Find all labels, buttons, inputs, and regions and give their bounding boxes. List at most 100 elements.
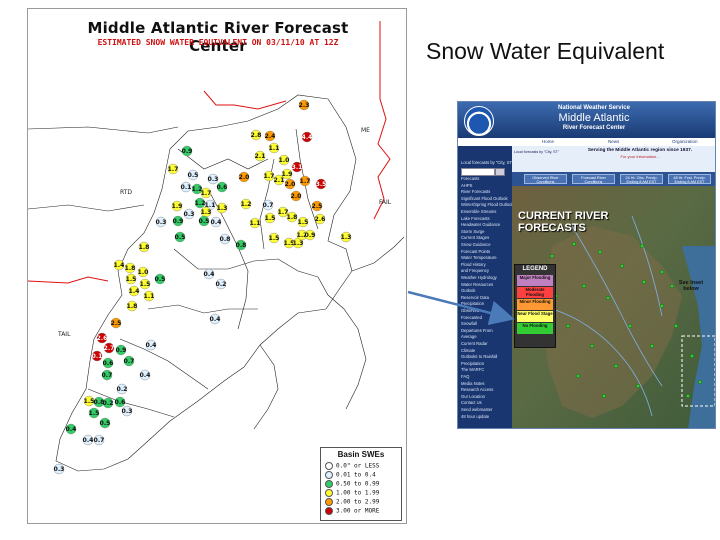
swe-station: 1.1 xyxy=(269,142,279,154)
swe-station-marker xyxy=(264,212,276,224)
basin-divide xyxy=(177,148,269,170)
swe-station-marker xyxy=(264,130,276,142)
forecast-point[interactable] xyxy=(572,242,577,247)
sidebar-item[interactable]: Snowfall xyxy=(461,321,477,327)
sidebar-item[interactable]: and Frequency xyxy=(461,268,489,274)
sidebar-item[interactable]: Departures From xyxy=(461,327,493,333)
legend-swatch xyxy=(325,507,333,515)
swe-station: 0.6 xyxy=(217,181,227,193)
sidebar-item[interactable]: Our Location xyxy=(461,393,485,399)
swe-station-value: 0.4 xyxy=(83,437,94,444)
forecast-point[interactable] xyxy=(566,323,571,328)
swe-station-value: 0.9 xyxy=(173,218,184,225)
nav-home[interactable]: Home xyxy=(542,139,555,144)
sidebar-item[interactable]: Lake Forecasts xyxy=(461,215,490,221)
swe-station-marker xyxy=(219,233,231,245)
sidebar-item[interactable]: Send webmaster xyxy=(461,407,493,412)
legend-label: 3.00 or MORE xyxy=(336,507,380,515)
swe-station-marker xyxy=(88,407,100,419)
forecast-point[interactable] xyxy=(673,323,678,328)
forecast-point[interactable] xyxy=(627,323,632,328)
swe-station-marker xyxy=(301,131,313,143)
sidebar-item[interactable]: Precipitation xyxy=(461,301,485,307)
sidebar-item[interactable]: Forecasts xyxy=(461,176,480,181)
sidebar-item[interactable]: Ensemble Streams xyxy=(461,209,497,214)
sidebar-item[interactable]: Flood History xyxy=(461,261,486,267)
sidebar-item[interactable]: Snow Guidance xyxy=(461,242,491,247)
forecast-point[interactable] xyxy=(601,393,606,398)
sidebar-item[interactable]: Average xyxy=(461,334,477,340)
river-forecast-map[interactable] xyxy=(512,186,715,428)
sidebar-item[interactable]: Local forecasts by "City, ST" xyxy=(461,160,514,165)
forecast-point[interactable] xyxy=(659,303,664,308)
sidebar-item[interactable]: Storm Surge xyxy=(461,228,485,234)
forecast-point[interactable] xyxy=(639,244,644,249)
sidebar-item[interactable]: Water Temperature xyxy=(461,255,497,261)
swe-station-marker xyxy=(281,168,293,180)
sidebar-item[interactable]: Water Resources xyxy=(461,281,494,287)
state-boundary-red xyxy=(203,90,287,110)
swe-station-value: 0.3 xyxy=(54,466,65,473)
forecast-point[interactable] xyxy=(619,263,624,268)
tab-forecast-river[interactable]: Forecast River Conditions xyxy=(572,174,615,184)
sidebar-item[interactable]: Forecast Points xyxy=(461,248,491,254)
flood-legend-no-flooding: No Flooding xyxy=(517,323,553,334)
tab-24hr-precip[interactable]: 24 Hr. Obs. Precip. Ending 8 AM EST xyxy=(620,174,663,184)
nav-news[interactable]: News xyxy=(608,139,620,144)
tab-observed-river[interactable]: Observed River Conditions xyxy=(524,174,567,184)
forecast-point[interactable] xyxy=(581,283,586,288)
forecast-point[interactable] xyxy=(589,343,594,348)
banner-note: Local forecasts by "City, ST" xyxy=(514,150,560,154)
city-search-input[interactable] xyxy=(461,168,495,176)
legend-label: 2.00 to 2.99 xyxy=(336,498,380,506)
forecast-point[interactable] xyxy=(641,279,646,284)
swe-station-value: 0.7 xyxy=(94,437,105,444)
sidebar-item[interactable]: Precipitation xyxy=(461,360,485,366)
swe-station-value: 1.1 xyxy=(205,202,216,209)
legend-label: 1.00 to 1.99 xyxy=(336,489,380,497)
swe-station-marker xyxy=(126,300,138,312)
state-label: FAIL xyxy=(379,199,392,206)
swe-station-marker xyxy=(191,183,203,195)
sidebar-item[interactable]: Significant Flood Outlook xyxy=(461,195,508,201)
forecast-point[interactable] xyxy=(669,283,674,288)
forecast-point[interactable] xyxy=(697,379,702,384)
sidebar-item[interactable]: Contact Us xyxy=(461,400,482,406)
sidebar-item[interactable]: AHPS xyxy=(461,182,473,188)
sidebar-item[interactable]: Climate xyxy=(461,347,476,353)
swe-station-value: 1.5 xyxy=(89,410,100,417)
sidebar-item[interactable]: Forecasted xyxy=(461,314,482,320)
sidebar-item[interactable]: Headwater Guidance xyxy=(461,222,501,228)
sidebar-item[interactable]: Winter/Spring Flood Outlook xyxy=(461,202,514,208)
sidebar-item[interactable]: Research Access xyxy=(461,387,494,393)
forecast-point[interactable] xyxy=(605,295,610,300)
sidebar-item[interactable]: Current Radar xyxy=(461,341,488,346)
sidebar-item[interactable]: FAQ xyxy=(461,374,470,379)
sidebar-item[interactable]: Media Notes xyxy=(461,380,485,386)
swe-station-value: 1.5 xyxy=(284,240,295,247)
site-header: National Weather Service Middle Atlantic… xyxy=(458,102,715,138)
nav-organization[interactable]: Organization xyxy=(672,139,698,144)
sidebar-item[interactable]: Current Stages xyxy=(461,235,490,241)
sidebar-item[interactable]: Weather Hydrology xyxy=(461,275,497,280)
forecast-point[interactable] xyxy=(649,343,654,348)
forecast-point[interactable] xyxy=(597,249,602,254)
forecast-point[interactable] xyxy=(659,269,664,274)
forecast-point[interactable] xyxy=(635,383,640,388)
sidebar-item[interactable]: Reservoir Data xyxy=(461,294,489,300)
sidebar-item[interactable]: Outlook xyxy=(461,288,476,294)
swe-station-marker xyxy=(93,434,105,446)
sidebar-item[interactable]: 48 hour update xyxy=(461,413,490,419)
sidebar-item[interactable]: Outlooks to Rainfall xyxy=(461,354,498,360)
sidebar-item[interactable]: Observed xyxy=(461,308,480,313)
search-go-button[interactable] xyxy=(495,168,505,176)
forecast-point[interactable] xyxy=(685,393,690,398)
forecast-point[interactable] xyxy=(613,363,618,368)
sidebar-item[interactable]: The MARFC xyxy=(461,367,485,373)
flood-legend-major: Major Flooding xyxy=(517,275,553,286)
sidebar-item[interactable]: River Forecasts xyxy=(461,189,491,195)
tab-48hr-precip[interactable]: 48 Hr. Fcst. Precip. Ending 8 AM EST xyxy=(668,174,711,184)
forecast-point[interactable] xyxy=(689,353,694,358)
forecast-point[interactable] xyxy=(550,253,555,258)
forecast-point[interactable] xyxy=(575,373,580,378)
